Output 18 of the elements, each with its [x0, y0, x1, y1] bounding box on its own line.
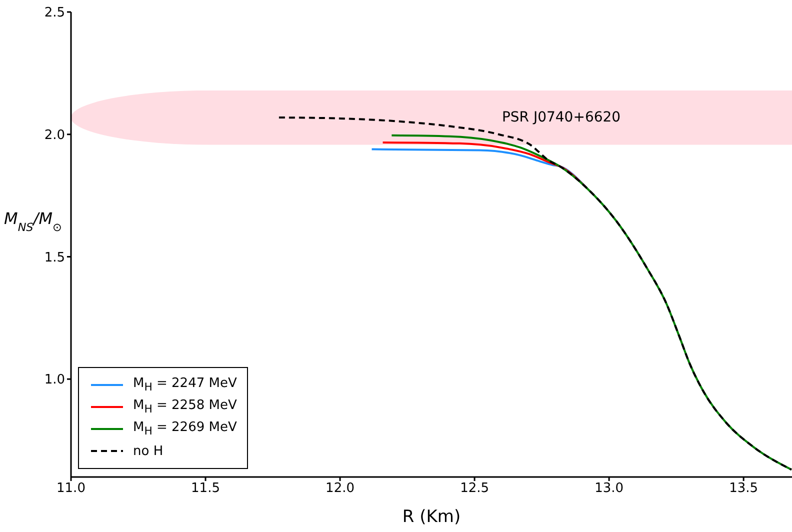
legend-label: M$_{H}$ = 2269 MeV: [133, 420, 237, 438]
y-axis-title: M$_{NS}$/M$_{⊙}$: [4, 209, 62, 234]
legend-label: M$_{H}$ = 2258 MeV: [133, 398, 237, 416]
x-tick-label: 12.0: [326, 481, 355, 496]
x-tick-label: 13.5: [729, 481, 758, 496]
band-label: PSR J0740+6620: [502, 110, 621, 126]
legend-label: no H: [133, 444, 164, 458]
x-axis-title: R (Km): [402, 507, 461, 527]
y-tick-label: 2.5: [44, 6, 65, 21]
x-tick-label: 13.0: [594, 481, 624, 496]
y-tick-label: 1.0: [44, 372, 65, 388]
line-series: [390, 134, 792, 471]
x-tick-label: 12.5: [460, 481, 490, 496]
y-tick-label: 1.5: [44, 250, 65, 266]
legend-label: M$_{H}$ = 2247 MeV: [133, 376, 237, 394]
x-tick-label: 11.5: [191, 481, 220, 496]
x-tick-label: 11.0: [56, 481, 86, 496]
y-tick-label: 2.0: [44, 128, 65, 143]
